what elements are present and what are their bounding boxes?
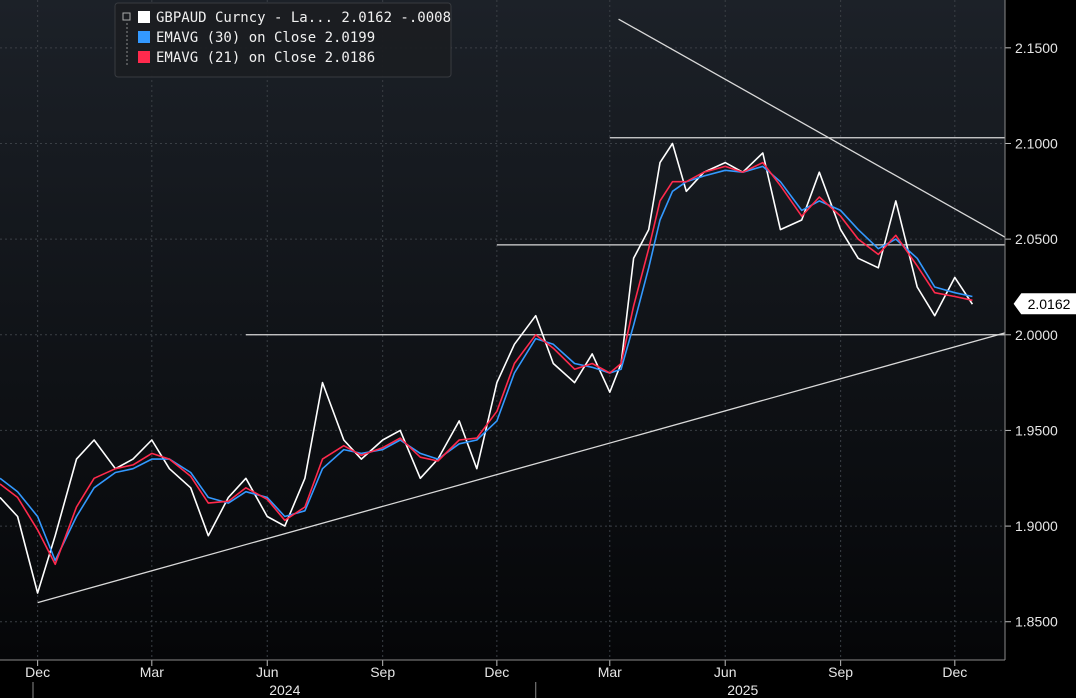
ema30-series-line: [0, 165, 973, 562]
x-tick-label: Dec: [942, 664, 967, 680]
legend-swatch: [138, 11, 150, 23]
x-tick-label: Mar: [598, 664, 622, 680]
year-label: 2025: [727, 682, 758, 698]
y-tick-label: 1.8500: [1015, 614, 1058, 630]
y-tick-label: 1.9500: [1015, 422, 1058, 438]
legend-swatch: [138, 51, 150, 63]
trend-line: [37, 332, 1006, 604]
legend-box: [114, 2, 452, 78]
x-tick-label: Jun: [256, 664, 279, 680]
collapse-icon: [122, 12, 131, 21]
trend-line: [618, 18, 1006, 238]
legend-label: EMAVG (21) on Close 2.0186: [156, 50, 375, 66]
y-tick-label: 2.0000: [1015, 327, 1058, 343]
year-label: 2024: [269, 682, 300, 698]
series-lines: [0, 142, 974, 594]
ema21-series-line: [0, 161, 973, 566]
x-tick-label: Sep: [370, 664, 395, 680]
legend-label: EMAVG (30) on Close 2.0199: [156, 30, 375, 46]
y-tick-label: 2.0500: [1015, 231, 1058, 247]
y-tick-label: 2.1000: [1015, 135, 1058, 151]
y-tick-label: 1.9000: [1015, 518, 1058, 534]
last-value-tag: [1012, 292, 1076, 316]
x-tick-label: Dec: [484, 664, 509, 680]
x-tick-label: Jun: [714, 664, 737, 680]
legend: GBPAUD Curncy - La... 2.0162 -.0008 EMAVG…: [114, 2, 452, 78]
last-value-label: 2.0162: [1028, 296, 1071, 312]
y-tick-label: 2.1500: [1015, 40, 1058, 56]
plot-background: [0, 0, 1005, 660]
grid-lines: [0, 0, 1005, 660]
x-tick-label: Dec: [25, 664, 50, 680]
legend-swatch: [138, 31, 150, 43]
trend-lines: [37, 18, 1006, 604]
legend-label: GBPAUD Curncy - La... 2.0162 -.0008: [156, 10, 451, 26]
x-tick-label: Mar: [140, 664, 164, 680]
x-tick-label: Sep: [828, 664, 853, 680]
